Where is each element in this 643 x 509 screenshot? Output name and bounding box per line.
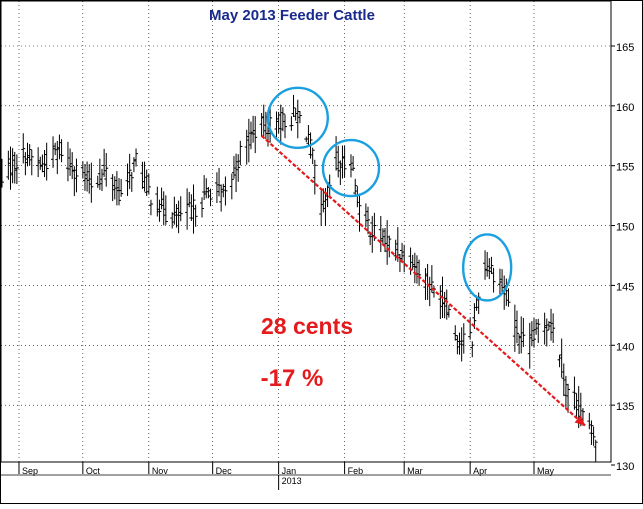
price-bar	[236, 154, 241, 182]
trend-arrow-head	[574, 415, 586, 426]
price-bar	[208, 188, 213, 207]
x-tick-label: Sep	[22, 466, 38, 476]
price-bar	[21, 133, 26, 164]
price-bar	[238, 140, 243, 166]
price-bar	[566, 383, 571, 413]
price-bar	[129, 171, 134, 192]
price-bar	[353, 178, 358, 197]
x-tick-label: Dec	[216, 466, 233, 476]
y-tick-label: 140	[616, 341, 634, 353]
y-tick-label: 165	[616, 42, 634, 54]
y-tick-label: 150	[616, 222, 634, 234]
price-bar	[27, 144, 32, 166]
price-bar	[44, 142, 49, 181]
price-bar	[191, 184, 196, 234]
x-tick-label: Apr	[473, 466, 487, 476]
price-bar	[589, 420, 594, 445]
price-bar	[446, 305, 451, 318]
price-bar	[551, 313, 556, 343]
highlight-circle	[461, 233, 513, 302]
price-bar	[544, 318, 549, 347]
annotation-cents: 28 cents	[261, 313, 353, 339]
price-bar	[104, 153, 109, 187]
y-tick-label: 155	[616, 162, 634, 174]
price-bar	[229, 173, 234, 200]
price-bar	[117, 178, 122, 206]
price-bar	[134, 148, 139, 167]
price-bar	[163, 195, 168, 225]
price-bar	[572, 376, 577, 410]
price-bar	[283, 114, 288, 139]
x-tick-label: Nov	[152, 466, 169, 476]
x-tick-label: Feb	[348, 466, 364, 476]
price-bar	[119, 179, 124, 197]
trend-arrow-line	[260, 134, 586, 427]
highlight-circle	[321, 138, 381, 198]
price-bar	[532, 318, 536, 348]
price-bar	[148, 199, 153, 216]
price-bar	[387, 235, 392, 258]
price-bar	[491, 267, 496, 293]
price-bar	[253, 116, 258, 154]
price-bar	[59, 139, 64, 163]
price-bar	[351, 156, 356, 172]
price-bar	[591, 426, 596, 446]
highlight-circle	[266, 86, 329, 150]
y-tick-label: 160	[616, 102, 634, 114]
price-bar	[200, 197, 205, 218]
price-bar	[342, 145, 347, 178]
x-tick-label: Jan	[282, 466, 297, 476]
price-bar	[593, 439, 598, 462]
price-bar	[310, 147, 315, 165]
price-bar	[289, 116, 294, 131]
y-axis: 130 135 140 145 150 155 160 165	[611, 42, 634, 473]
price-bar	[146, 173, 151, 195]
price-bar	[357, 193, 362, 232]
chart-title: May 2013 Feeder Cattle	[209, 7, 375, 24]
plot-area	[0, 0, 612, 463]
price-bar	[489, 256, 494, 275]
price-bar	[127, 153, 132, 190]
price-bar	[297, 111, 302, 124]
y-tick-label: 145	[616, 281, 634, 293]
price-bar	[536, 318, 541, 343]
annotations-layer	[260, 86, 586, 427]
price-bar	[461, 323, 466, 354]
price-bar	[89, 162, 94, 203]
x-axis: Sep Oct Nov Dec Jan Feb Mar Apr May 2013	[1, 462, 611, 490]
price-bar	[223, 176, 228, 206]
x-tick-label: May	[537, 466, 555, 476]
price-bar	[470, 341, 475, 358]
price-bar	[178, 196, 183, 222]
x-tick-label: Oct	[86, 466, 101, 476]
y-tick-label: 130	[616, 461, 634, 473]
annotation-percent: -17 %	[261, 365, 324, 392]
grid	[1, 1, 611, 462]
price-bar	[0, 158, 4, 188]
price-bar	[417, 259, 422, 286]
price-bar	[506, 288, 511, 307]
price-bar	[312, 159, 317, 195]
year-label: 2013	[282, 476, 302, 486]
price-bar	[74, 158, 79, 193]
price-bar	[280, 107, 285, 132]
y-tick-label: 135	[616, 401, 634, 413]
price-bar	[476, 292, 481, 315]
x-tick-label: Mar	[407, 466, 423, 476]
price-bar	[193, 204, 198, 227]
price-bar	[29, 149, 34, 176]
price-bar	[472, 303, 477, 329]
price-bar	[157, 199, 162, 222]
price-bar	[291, 94, 296, 117]
price-bar	[514, 310, 519, 344]
price-bar	[521, 317, 526, 348]
price-bar	[14, 154, 19, 185]
